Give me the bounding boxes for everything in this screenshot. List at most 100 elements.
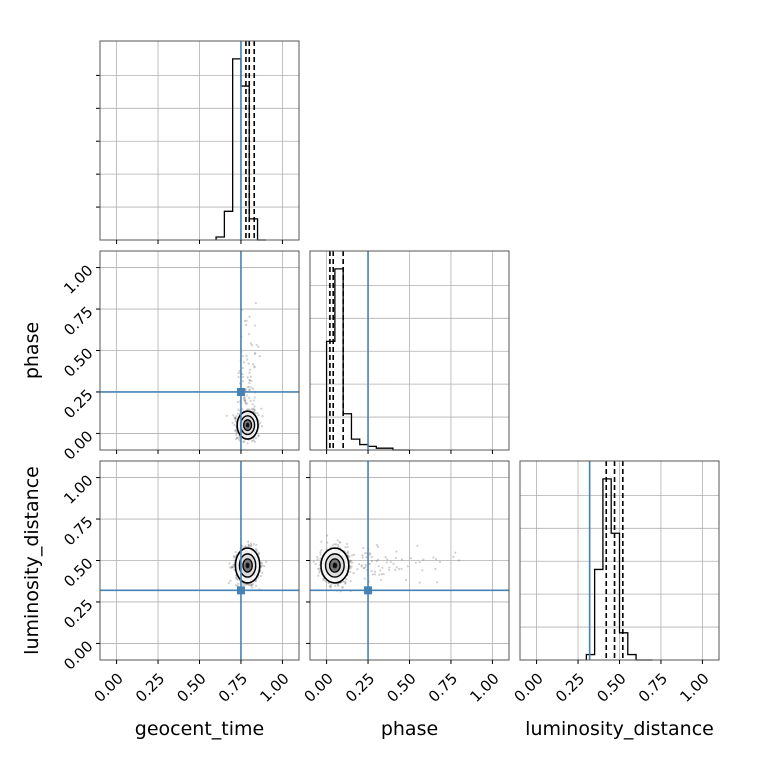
scatter-point	[248, 378, 251, 382]
scatter-point	[253, 365, 256, 368]
scatter-point	[375, 560, 378, 563]
scatter-point	[246, 376, 249, 379]
scatter-point	[376, 545, 380, 549]
scatter-point	[250, 583, 253, 587]
scatter-point	[259, 574, 262, 578]
scatter-point	[388, 566, 391, 569]
scatter-point	[385, 561, 388, 564]
scatter-point	[232, 563, 235, 566]
scatter-point	[248, 379, 252, 382]
scatter-point	[257, 434, 261, 437]
scatter-point	[386, 558, 389, 561]
scatter-point	[353, 553, 356, 557]
scatter-point	[360, 564, 363, 567]
joint-panel-geocent_time-phase	[99, 250, 300, 453]
scatter-point	[322, 578, 325, 582]
scatter-point	[347, 554, 350, 557]
y-tick-label: 0.50	[60, 554, 96, 590]
scatter-point	[370, 560, 374, 563]
scatter-point	[406, 565, 409, 568]
scatter-point	[319, 553, 322, 556]
scatter-point	[409, 557, 413, 560]
scatter-point	[248, 368, 252, 371]
x-axis-label-geocent_time: geocent_time	[135, 718, 264, 740]
scatter-point	[317, 574, 320, 577]
scatter-point	[241, 380, 245, 383]
scatter-point	[236, 578, 239, 581]
scatter-point	[346, 550, 350, 553]
scatter-point	[248, 385, 251, 388]
scatter-point	[246, 442, 249, 445]
scatter-point	[251, 403, 254, 406]
x-axis-label-phase: phase	[381, 718, 438, 740]
scatter-point	[349, 559, 352, 562]
scatter-point	[252, 439, 255, 442]
scatter-point	[344, 582, 347, 585]
scatter-point	[256, 549, 259, 552]
scatter-point	[230, 566, 233, 570]
scatter-point	[316, 555, 319, 559]
scatter-point	[351, 554, 354, 557]
scatter-point	[343, 580, 347, 583]
scatter-point	[243, 399, 246, 402]
scatter-point	[318, 569, 322, 572]
scatter-point	[232, 414, 235, 417]
scatter-point	[247, 362, 250, 365]
scatter-point	[250, 544, 253, 547]
x-tick-label: 0.50	[383, 670, 419, 706]
joint-panel-phase-luminosity_distance	[309, 460, 510, 661]
scatter-point	[342, 580, 345, 583]
scatter-point	[236, 400, 239, 404]
scatter-point	[404, 578, 408, 582]
scatter-point	[249, 342, 252, 345]
x-tick-label: 1.00	[676, 670, 712, 706]
joint-panel-geocent_time-luminosity_distance	[99, 460, 300, 661]
scatter-point	[457, 559, 461, 562]
scatter-point	[330, 583, 333, 586]
scatter-point	[243, 395, 246, 399]
scatter-point	[231, 421, 234, 424]
scatter-point	[370, 569, 373, 573]
scatter-point	[237, 582, 240, 585]
scatter-point	[349, 580, 352, 583]
scatter-point	[237, 437, 241, 441]
scatter-point	[334, 543, 338, 546]
scatter-point	[331, 544, 334, 547]
contour-core	[332, 562, 338, 569]
scatter-point	[247, 388, 251, 391]
scatter-point	[253, 405, 256, 408]
scatter-point	[377, 565, 380, 568]
scatter-point	[253, 409, 256, 412]
scatter-point	[380, 578, 383, 582]
scatter-point	[356, 568, 359, 571]
scatter-point	[252, 387, 255, 391]
scatter-point	[416, 544, 419, 547]
scatter-point	[380, 573, 383, 576]
scatter-point	[248, 388, 252, 391]
scatter-point	[241, 375, 245, 379]
scatter-point	[363, 552, 367, 555]
x-tick-label: 0.25	[342, 670, 378, 706]
scatter-point	[252, 407, 255, 410]
scatter-point	[248, 583, 251, 586]
scatter-point	[247, 545, 250, 548]
scatter-point	[260, 562, 264, 565]
x-tick-label: 0.25	[552, 670, 588, 706]
scatter-point	[389, 560, 392, 563]
scatter-point	[320, 540, 323, 543]
y-tick-label: 1.00	[60, 471, 96, 507]
scatter-point	[375, 544, 379, 547]
x-tick-label: 1.00	[256, 670, 292, 706]
scatter-point	[234, 429, 237, 432]
scatter-point	[233, 416, 236, 419]
scatter-point	[346, 551, 349, 555]
scatter-point	[373, 570, 376, 573]
y-tick-label: 0.00	[60, 427, 96, 463]
scatter-point	[312, 560, 315, 563]
scatter-point	[339, 541, 342, 544]
scatter-point	[251, 586, 254, 589]
scatter-point	[245, 451, 247, 453]
scatter-point	[249, 542, 253, 545]
